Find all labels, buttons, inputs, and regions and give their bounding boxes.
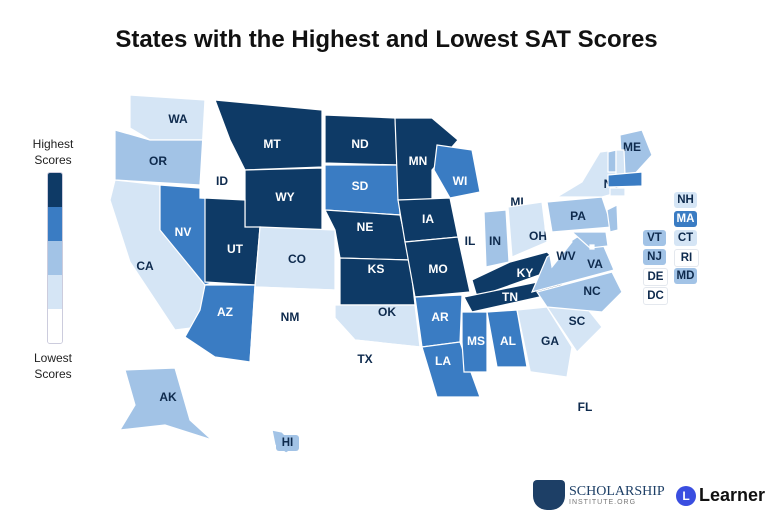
state-box-md: MD <box>674 268 697 284</box>
state-box-vt: VT <box>643 230 666 246</box>
state-label-pa: PA <box>570 209 586 223</box>
learner-mark-icon: L <box>676 485 696 506</box>
legend-swatch-4 <box>48 207 62 241</box>
state-tx <box>281 316 443 443</box>
learner-text: Learner <box>699 485 766 505</box>
state-ne <box>323 209 411 261</box>
state-label-wv: WV <box>556 249 575 263</box>
state-box-ma: MA <box>674 211 697 227</box>
logo-subtext: INSTITUTE.ORG <box>569 498 637 506</box>
state-label-ia: IA <box>422 212 434 226</box>
state-label-ky: KY <box>517 266 534 280</box>
state-label-sc: SC <box>569 314 586 328</box>
state-label-tn: TN <box>502 290 518 304</box>
state-box-dc: DC <box>643 287 668 305</box>
state-label-al: AL <box>500 334 516 348</box>
state-label-mo: MO <box>428 262 447 276</box>
state-label-ks: KS <box>368 262 385 276</box>
shield-icon <box>533 480 565 510</box>
legend-lowest-label: Lowest Scores <box>33 351 73 381</box>
state-wi <box>433 144 481 199</box>
state-ak <box>118 367 213 441</box>
legend-highest-label: Highest Scores <box>32 137 74 167</box>
state-va <box>530 236 615 293</box>
state-box-nh: NH <box>674 192 697 208</box>
state-label-id: ID <box>216 174 228 188</box>
legend-swatch-5 <box>48 173 62 207</box>
state-al <box>486 309 528 368</box>
state-box-nj: NJ <box>643 249 666 265</box>
state-label-wi: WI <box>453 174 468 188</box>
state-label-ms: MS <box>467 334 485 348</box>
state-oh <box>507 201 548 258</box>
legend-swatch-1 <box>48 309 62 343</box>
state-box-ri: RI <box>674 249 699 267</box>
state-label-in: IN <box>489 234 501 248</box>
state-label-wy: WY <box>275 190 294 204</box>
state-label-nm: NM <box>281 310 300 324</box>
state-label-mt: MT <box>263 137 281 151</box>
state-label-ut: UT <box>227 242 244 256</box>
legend-scale <box>47 172 63 344</box>
state-nj <box>606 204 619 233</box>
state-md <box>570 231 609 249</box>
state-id <box>199 99 246 201</box>
state-label-va: VA <box>587 257 603 271</box>
state-ga <box>516 306 573 381</box>
state-ct <box>609 187 626 197</box>
state-label-sd: SD <box>352 179 369 193</box>
scholarship-institute-logo: SCHOLARSHIP INSTITUTE.ORG <box>533 480 665 510</box>
state-de <box>607 232 615 243</box>
state-dc <box>589 244 595 250</box>
state-label-la: LA <box>435 354 451 368</box>
state-label-oh: OH <box>529 229 547 243</box>
state-label-or: OR <box>149 154 167 168</box>
state-label-wa: WA <box>168 112 188 126</box>
state-label-ar: AR <box>431 310 449 324</box>
state-label-nv: NV <box>175 225 192 239</box>
state-label-ok: OK <box>378 305 396 319</box>
state-mi <box>489 157 533 213</box>
state-box-de: DE <box>643 268 668 286</box>
state-label-nc: NC <box>583 284 601 298</box>
state-ma <box>607 171 643 188</box>
state-label-ne: NE <box>357 220 374 234</box>
state-label-ak: AK <box>159 390 177 404</box>
legend-swatch-2 <box>48 275 62 309</box>
state-label-az: AZ <box>217 305 233 319</box>
state-label-il: IL <box>465 234 476 248</box>
state-fl <box>495 366 593 449</box>
state-il <box>454 194 493 289</box>
state-label-me: ME <box>623 140 641 154</box>
state-co <box>254 226 336 291</box>
logo-text: SCHOLARSHIP <box>569 483 665 499</box>
state-mo <box>404 236 471 298</box>
state-label-mn: MN <box>409 154 428 168</box>
state-label-nd: ND <box>351 137 369 151</box>
state-ri <box>625 187 633 197</box>
learner-logo: L Learner <box>676 485 765 506</box>
state-label-co: CO <box>288 252 306 266</box>
state-nh <box>615 149 626 176</box>
state-vt <box>607 149 617 173</box>
state-label-ga: GA <box>541 334 559 348</box>
map-title: States with the Highest and Lowest SAT S… <box>115 26 658 53</box>
state-label-fl: FL <box>578 400 593 414</box>
state-box-hi: HI <box>276 435 299 451</box>
legend-swatch-3 <box>48 241 62 275</box>
state-label-ca: CA <box>136 259 154 273</box>
state-ms <box>461 311 488 373</box>
state-la <box>421 341 481 398</box>
state-nm <box>249 286 333 368</box>
state-box-ct: CT <box>674 230 697 246</box>
state-nc <box>536 271 623 313</box>
state-label-tx: TX <box>357 352 372 366</box>
